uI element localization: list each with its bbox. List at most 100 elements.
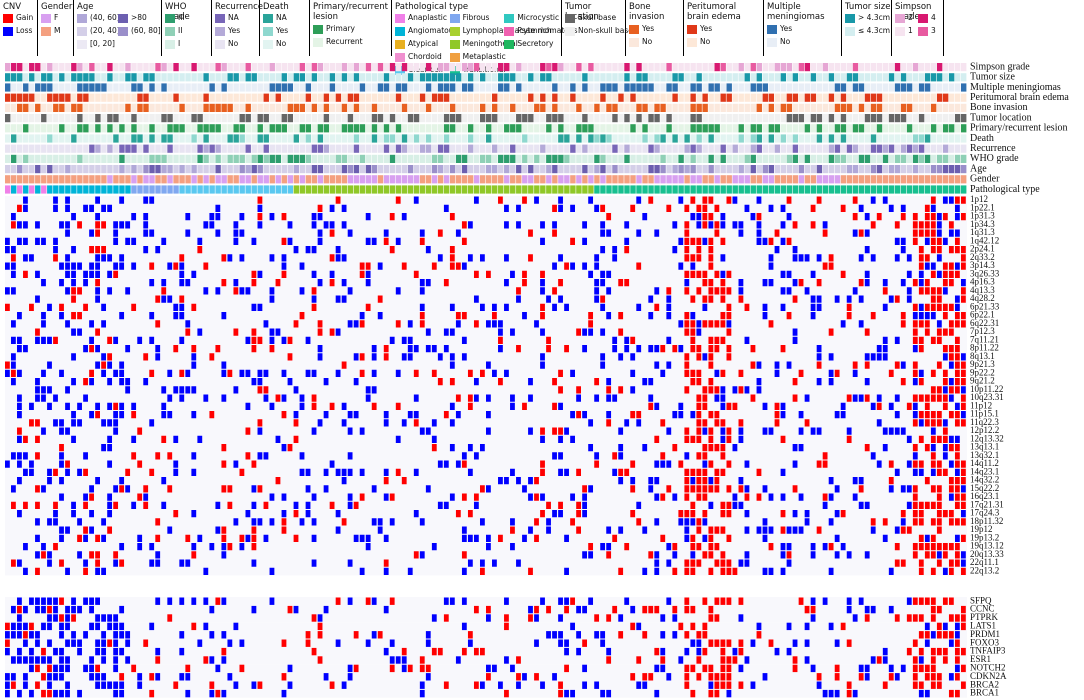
annotation-cell [582, 144, 588, 153]
gene-cnv-cell [185, 689, 191, 698]
annotation-cell [77, 124, 83, 133]
annotation-cell [912, 83, 919, 92]
annotation-cell [269, 93, 275, 102]
annotation-cell [347, 63, 354, 72]
gene-cnv-cell [59, 656, 64, 664]
gene-label: CCNC [970, 604, 995, 614]
annotation-cell [678, 93, 684, 102]
annotation-cell [419, 165, 426, 174]
annotation-cell [5, 154, 11, 163]
gene-cnv-cell [756, 622, 762, 631]
annotation-cell [191, 114, 197, 123]
cnv-cell [774, 402, 780, 410]
cnv-row-background [5, 493, 967, 502]
cnv-cell [377, 295, 383, 303]
cnv-cell [666, 543, 672, 551]
annotation-cell [510, 165, 516, 174]
gene-cnv-cell [5, 639, 10, 647]
cnv-cell [17, 460, 22, 468]
cnv-cell [852, 213, 858, 221]
annotation-cell [672, 144, 678, 153]
annotation-cell [846, 63, 853, 72]
annotation-cell [281, 134, 287, 143]
annotation-cell [510, 83, 516, 92]
annotation-cell [17, 103, 23, 112]
annotation-cell [227, 63, 233, 72]
cnv-cell [948, 196, 954, 204]
annotation-cell [708, 154, 714, 163]
gene-cnv-cell [504, 614, 509, 622]
cnv-cell [5, 237, 10, 245]
cnv-cell [35, 485, 40, 493]
cnv-cell [558, 501, 563, 509]
cnv-cell [936, 287, 942, 295]
cnv-cell [5, 369, 10, 377]
gene-cnv-cell [936, 622, 942, 631]
annotation-cell [546, 83, 552, 92]
annotation-cell [786, 73, 793, 82]
annotation-cell [233, 83, 239, 92]
cnv-cell [714, 287, 720, 295]
gene-cnv-cell [804, 656, 810, 664]
cnv-cell [335, 468, 341, 476]
gene-cnv-cell [930, 597, 936, 605]
cnv-cell [774, 229, 780, 237]
gene-cnv-cell [281, 639, 287, 647]
annotation-cell [347, 103, 354, 112]
cnv-cell [83, 204, 88, 212]
annotation-cell [570, 93, 576, 102]
legend-item: Yes [687, 24, 712, 34]
cnv-cell [912, 510, 918, 518]
legend-item-label: Anaplastic [408, 13, 447, 22]
annotation-cell [17, 175, 23, 184]
cnv-cell [155, 353, 161, 361]
cnv-cell [95, 328, 100, 336]
annotation-cell [275, 185, 281, 194]
annotation-cell [606, 175, 612, 184]
cnv-row-background [5, 501, 967, 510]
annotation-cell [281, 114, 287, 123]
cnv-cell [780, 468, 786, 476]
gene-cnv-cell [930, 647, 936, 656]
legend-group-title: Multiple meningiomas [767, 2, 825, 22]
annotation-cell [960, 73, 967, 82]
annotation-cell [840, 124, 847, 133]
cnv-cell [179, 303, 185, 311]
cnv-cell [828, 493, 834, 501]
cnv-cell [804, 287, 810, 295]
annotation-cell [522, 63, 528, 72]
annotation-cell [636, 63, 642, 72]
annotation-cell [672, 63, 678, 72]
annotation-cell [594, 83, 600, 92]
cnv-cell [329, 402, 335, 410]
gene-cnv-cell [89, 673, 94, 681]
annotation-cell [425, 114, 432, 123]
cnv-cell [419, 237, 425, 245]
annotation-cell [774, 154, 781, 163]
cnv-cell [570, 369, 575, 377]
cnv-cell [257, 485, 263, 493]
cnv-cell [696, 526, 702, 534]
cnv-cell [504, 254, 509, 262]
cytoband-label: 11q22.3 [970, 417, 999, 427]
annotation-cell [35, 73, 41, 82]
annotation-cell [948, 93, 955, 102]
gene-cnv-cell [702, 622, 708, 631]
annotation-cell [347, 124, 354, 133]
cnv-cell [954, 196, 960, 204]
cnv-cell [47, 303, 52, 311]
annotation-cell [17, 73, 23, 82]
annotation-cell [654, 73, 660, 82]
cnv-cell [11, 270, 16, 278]
annotation-cell [221, 114, 227, 123]
cnv-cell [383, 477, 389, 485]
annotation-cell [822, 154, 829, 163]
annotation-cell [606, 103, 612, 112]
cnv-cell [29, 468, 34, 476]
cnv-cell [822, 501, 828, 509]
annotation-cell [552, 73, 558, 82]
annotation-cell [311, 83, 318, 92]
cnv-cell [684, 526, 690, 534]
legend-item: Yes [629, 24, 654, 34]
cnv-cell [606, 270, 612, 278]
